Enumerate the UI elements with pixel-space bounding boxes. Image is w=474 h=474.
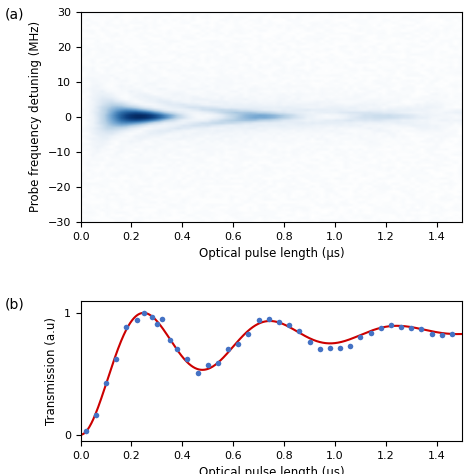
Point <box>112 355 120 363</box>
Point <box>326 345 334 352</box>
Point <box>255 316 263 324</box>
Point <box>183 356 191 363</box>
Point <box>356 333 364 341</box>
Text: (a): (a) <box>4 8 24 22</box>
Point <box>336 344 344 352</box>
Point <box>428 330 436 338</box>
Point <box>153 320 161 328</box>
Point <box>204 361 211 369</box>
Point <box>158 315 166 322</box>
Point <box>123 323 130 331</box>
Point <box>448 330 456 337</box>
Point <box>194 369 201 376</box>
Point <box>377 324 384 332</box>
Point <box>438 331 446 339</box>
Point <box>148 313 155 320</box>
Point <box>306 338 313 346</box>
Point <box>166 337 173 344</box>
Point <box>102 380 110 387</box>
Y-axis label: Transmission (a.u): Transmission (a.u) <box>46 317 58 425</box>
Point <box>296 328 303 335</box>
Point <box>265 316 273 323</box>
Point <box>224 346 232 353</box>
Point <box>316 345 323 353</box>
Y-axis label: Probe frequency detuning (MHz): Probe frequency detuning (MHz) <box>29 21 42 212</box>
Point <box>367 329 374 337</box>
Point <box>285 321 293 329</box>
Point <box>140 309 148 317</box>
Point <box>235 340 242 347</box>
Point <box>245 330 252 337</box>
Point <box>397 323 405 331</box>
Point <box>275 318 283 326</box>
Point <box>214 359 222 367</box>
Point <box>418 325 425 333</box>
X-axis label: Optical pulse length (μs): Optical pulse length (μs) <box>199 247 344 260</box>
Point <box>346 342 354 350</box>
Text: (b): (b) <box>4 298 24 312</box>
Point <box>173 345 181 352</box>
Point <box>408 324 415 332</box>
X-axis label: Optical pulse length (μs): Optical pulse length (μs) <box>199 466 344 474</box>
Point <box>92 411 100 419</box>
Point <box>387 322 395 329</box>
Point <box>133 317 140 324</box>
Point <box>82 427 90 434</box>
